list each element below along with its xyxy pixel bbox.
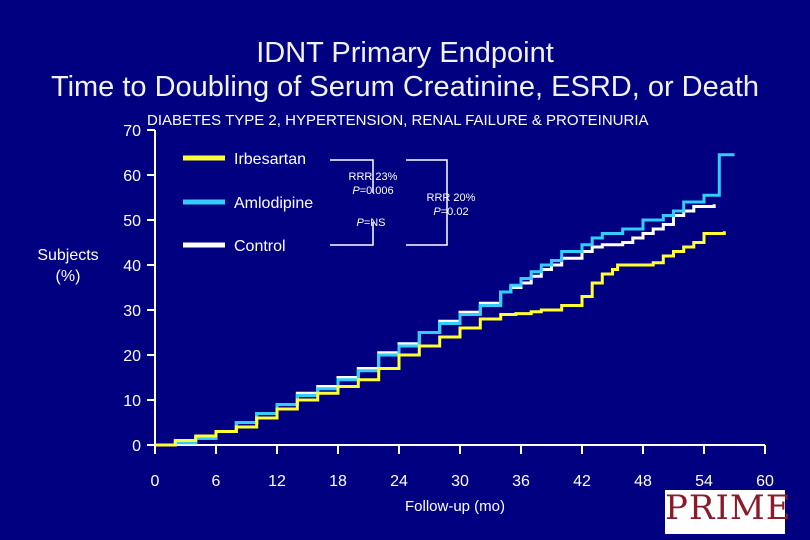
x-tick-label: 12 xyxy=(268,473,286,490)
legend-label-irbesartan: Irbesartan xyxy=(234,151,306,168)
y-tick-label: 50 xyxy=(123,213,141,230)
legend-label-amlodipine: Amlodipine xyxy=(234,195,313,212)
x-tick-label: 54 xyxy=(695,473,713,490)
x-tick-label: 48 xyxy=(634,473,652,490)
y-tick-label: 10 xyxy=(123,393,141,410)
x-tick-label: 30 xyxy=(451,473,469,490)
legend-label-control: Control xyxy=(234,238,286,255)
bracket-rrr23 xyxy=(330,159,374,193)
x-axis-label: Follow-up (mo) xyxy=(404,498,506,515)
slide-subtitle: Time to Doubling of Serum Creatinine, ES… xyxy=(50,71,760,103)
chart-title: DIABETES TYPE 2, HYPERTENSION, RENAL FAI… xyxy=(147,112,649,129)
series-line-irbesartan xyxy=(155,231,726,447)
y-tick-label: 30 xyxy=(123,303,141,320)
slide-title: IDNT Primary Endpoint xyxy=(256,37,554,69)
bracket-ns xyxy=(330,222,374,246)
x-tick-label: 18 xyxy=(329,473,347,490)
x-tick-label: 42 xyxy=(573,473,591,490)
annotation-rrr23-label: RRR 23% xyxy=(349,171,398,183)
y-tick-label: 20 xyxy=(123,348,141,365)
prime-logo: PRIME xyxy=(665,488,792,534)
x-tick-label: 60 xyxy=(756,473,774,490)
prime-logo-text: PRIME xyxy=(665,488,792,528)
annotation-ns-pvalue: P=NS xyxy=(356,217,385,229)
annotation-rrr23-pvalue: P=0.006 xyxy=(352,185,393,197)
y-tick-label: 60 xyxy=(123,168,141,185)
annotation-rrr20-label: RRR 20% xyxy=(427,192,476,204)
x-tick-label: 36 xyxy=(512,473,530,490)
y-tick-label: 0 xyxy=(132,438,141,455)
bracket-rrr20 xyxy=(406,159,448,246)
y-tick-label: 40 xyxy=(123,258,141,275)
x-tick-label: 24 xyxy=(390,473,408,490)
x-tick-label: 6 xyxy=(212,473,221,490)
annotation-rrr20-pvalue: P=0.02 xyxy=(433,206,468,218)
y-axis-label: Subjects (%) xyxy=(37,247,99,285)
y-tick-label: 70 xyxy=(123,123,141,140)
x-tick-label: 0 xyxy=(151,473,160,490)
